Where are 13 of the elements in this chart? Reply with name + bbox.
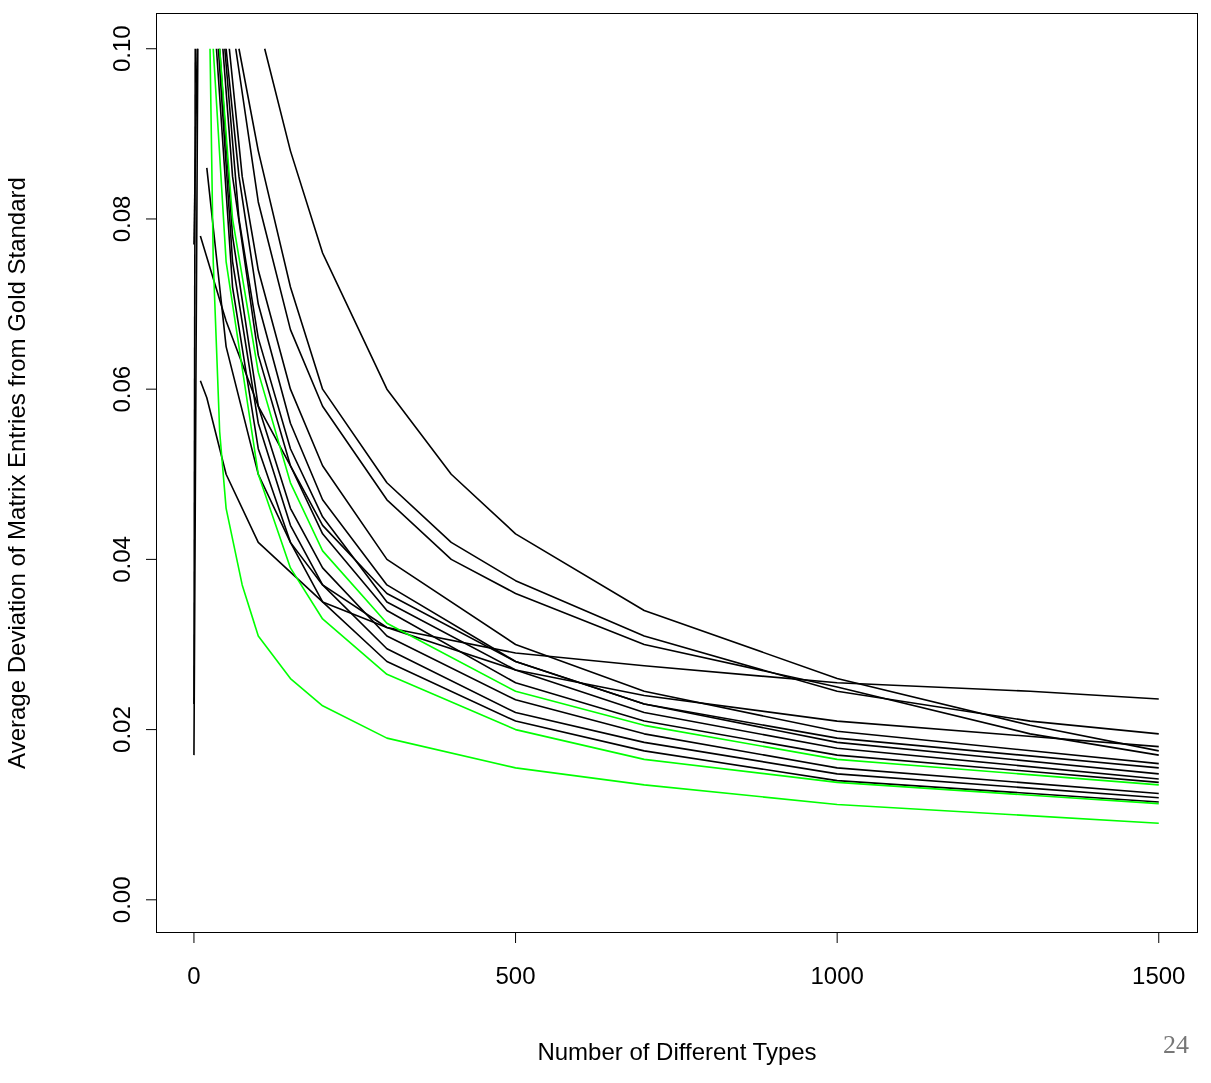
y-tick-label: 0.04 [108, 536, 135, 583]
y-tick-label: 0.10 [108, 25, 135, 73]
x-tick-label: 500 [495, 962, 536, 990]
y-tick-label: 0.00 [108, 876, 135, 924]
x-tick-label: 0 [187, 962, 201, 990]
y-tick-label: 0.08 [108, 195, 135, 243]
y-tick-label: 0.06 [108, 365, 135, 413]
y-tick-label: 0.02 [108, 706, 135, 753]
x-tick-label: 1000 [810, 962, 864, 990]
x-tick-label: 1500 [1132, 962, 1186, 990]
y-axis-title: Average Deviation of Matrix Entries from Gold Standard [2, 177, 30, 769]
text: 24 [1163, 1030, 1189, 1060]
x-axis-title: Number of Different Types [537, 1038, 817, 1065]
